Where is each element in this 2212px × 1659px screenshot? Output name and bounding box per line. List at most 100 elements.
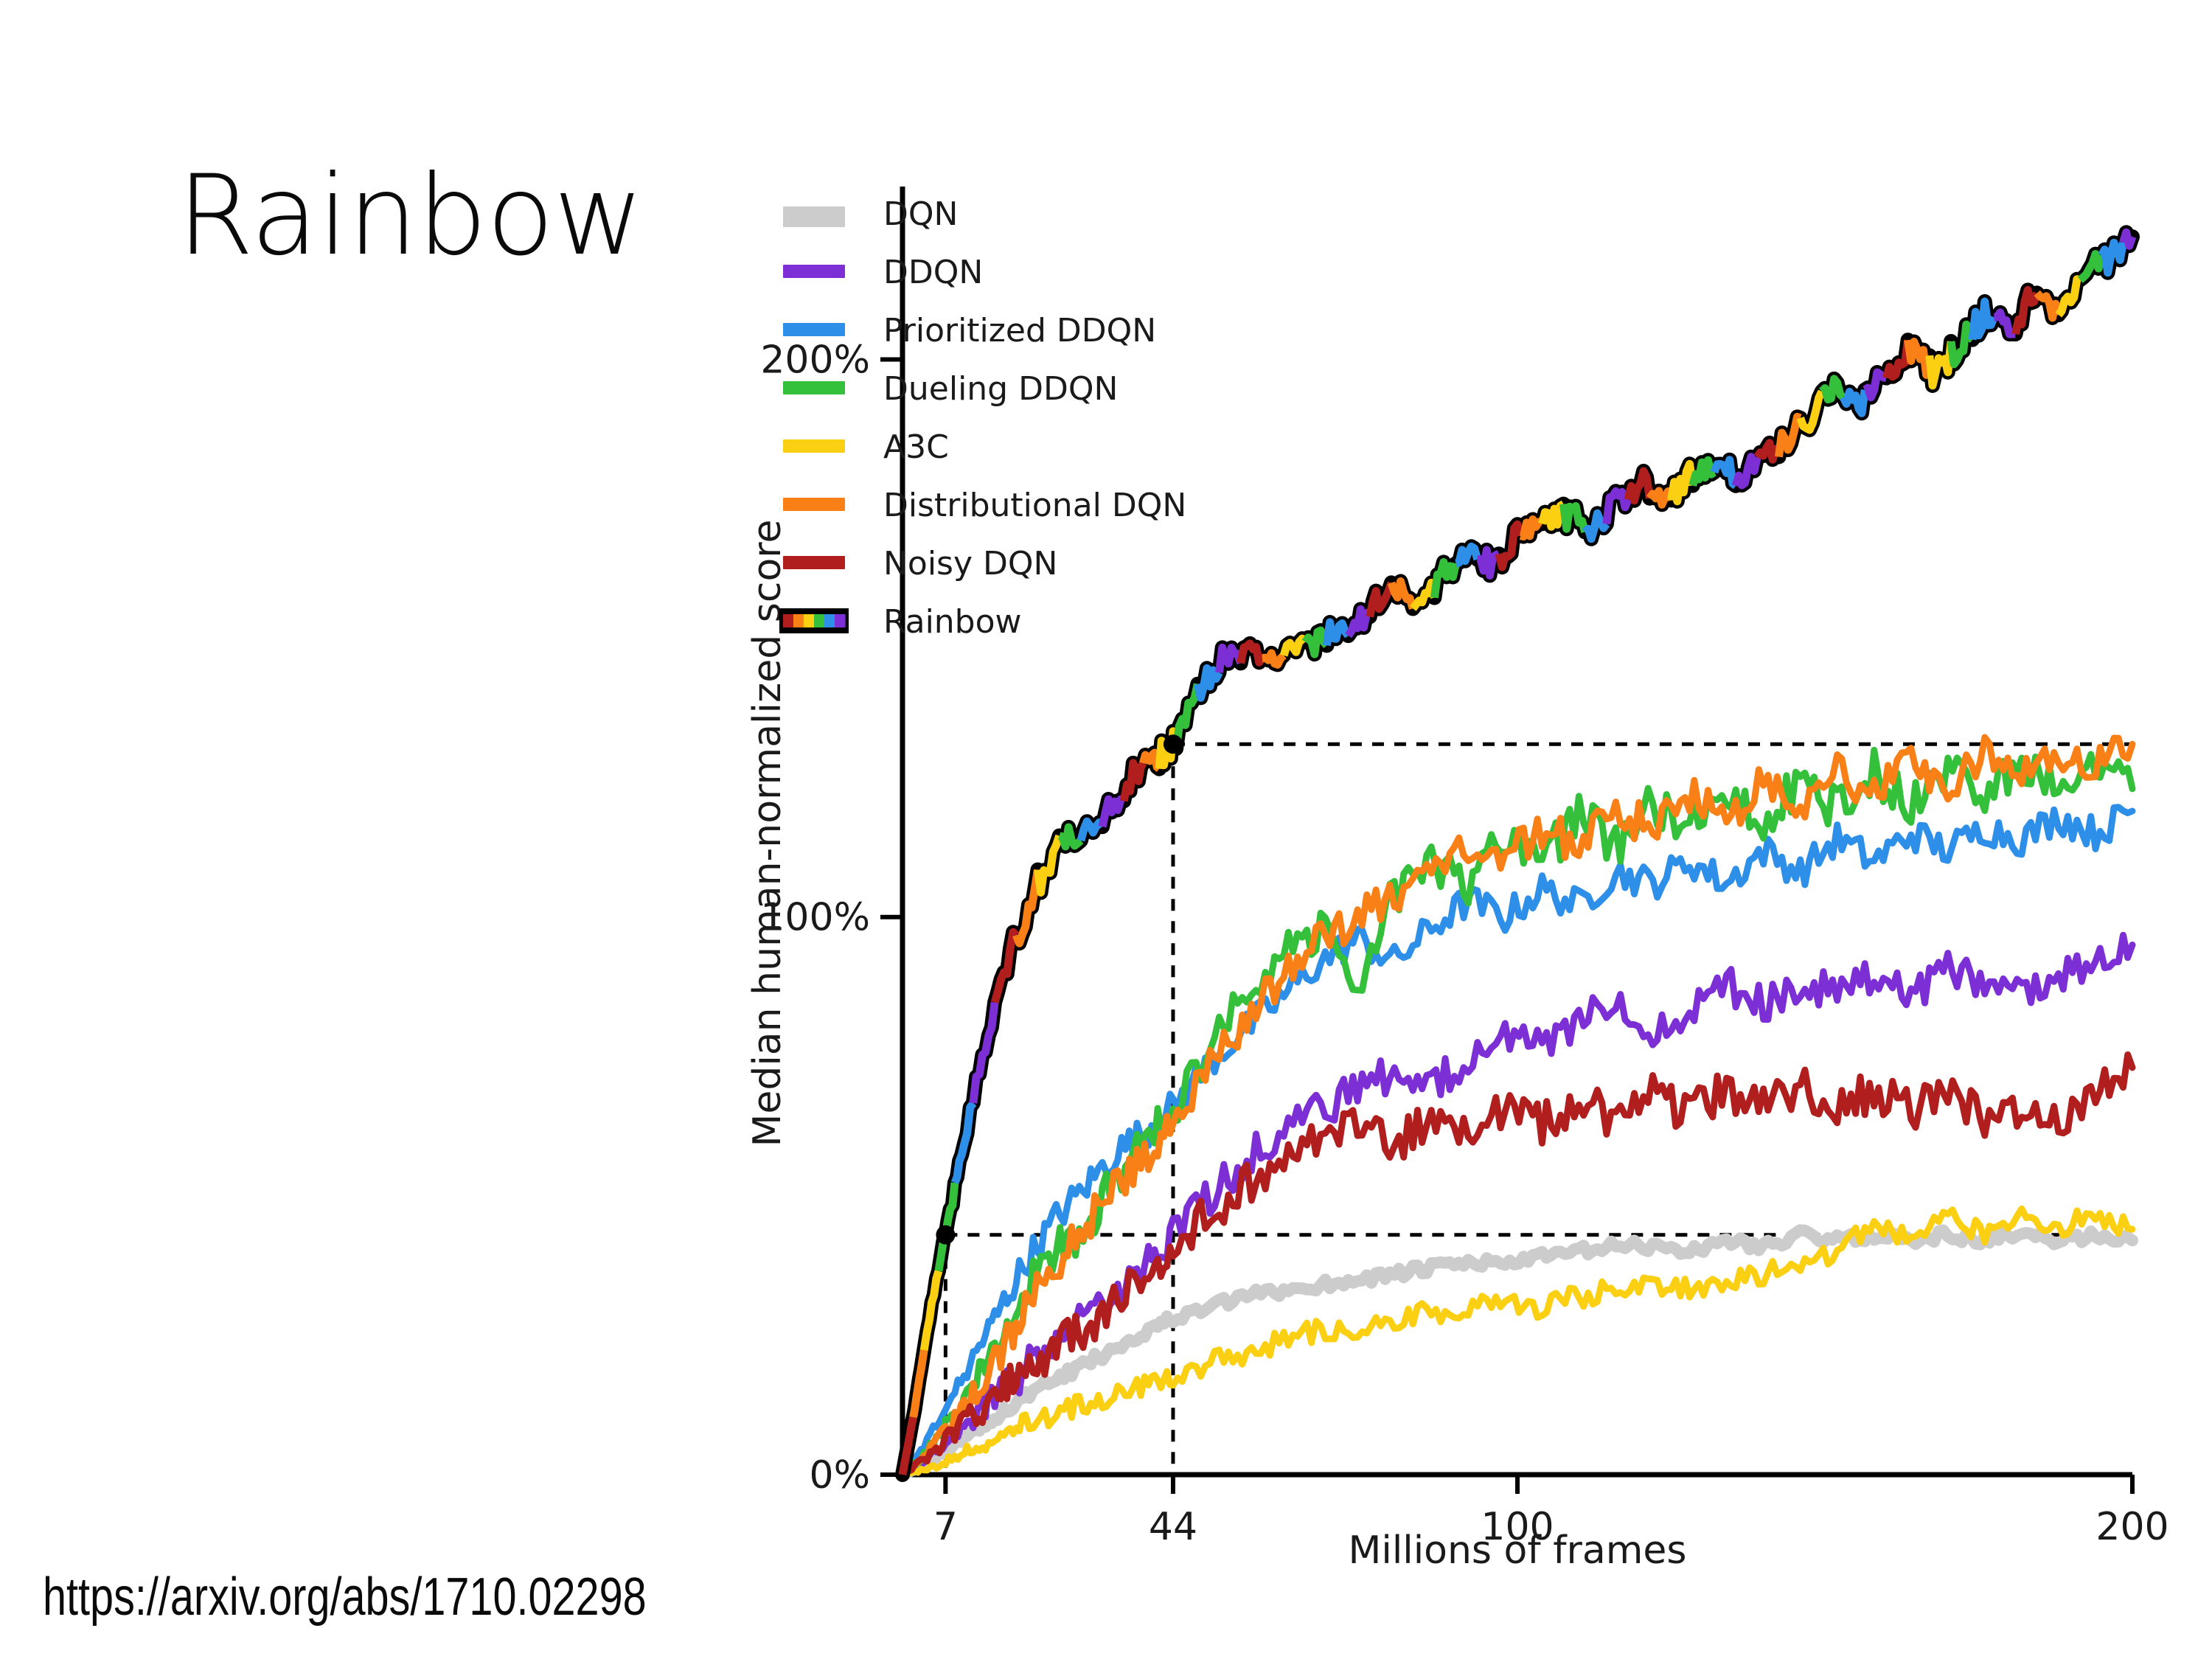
page-title: Rainbow <box>177 152 644 280</box>
y-axis-ticks: 0% 100% 200% <box>760 338 902 1498</box>
legend-swatch-rainbow-segment <box>835 614 846 627</box>
series-line-rainbow-segment <box>990 928 1020 1004</box>
series-line-rainbow-segment <box>1237 639 1266 667</box>
data-series-group <box>895 225 2140 1482</box>
series-line-rainbow-segment <box>2055 275 2081 318</box>
series-line-rainbow-segment <box>1495 520 1525 571</box>
series-line-rainbow-segment <box>1602 487 1632 525</box>
series-line-rainbow-segment <box>1624 467 1654 505</box>
legend-item[interactable]: Dueling DDQN <box>783 370 1118 408</box>
series-line-rainbow-segment <box>1646 487 1675 509</box>
legend-label: Distributional DQN <box>883 487 1186 524</box>
series-line-rainbow-segment <box>1455 542 1482 568</box>
series-line-a3c <box>899 1205 2136 1478</box>
series-line-rainbow-segment <box>1559 502 1590 533</box>
series-line-rainbow-segment <box>1993 308 2017 338</box>
series-line-rainbow-segment <box>1430 557 1460 599</box>
series-line-rainbow-segment <box>1904 338 1934 379</box>
series-line-rainbow-segment <box>1667 459 1697 506</box>
series-line-rainbow-segment <box>1710 456 1739 490</box>
series-line-rainbow-segment <box>1387 577 1417 610</box>
x-tick-label: 100 <box>1481 1505 1554 1549</box>
series-line-rainbow-segment <box>1688 456 1717 487</box>
legend-label: A3C <box>883 428 949 466</box>
legend-label: Rainbow <box>883 603 1022 641</box>
legend-label: Dueling DDQN <box>883 370 1118 408</box>
x-tick-label: 44 <box>1149 1505 1197 1549</box>
legend-item[interactable]: DQN <box>783 195 958 233</box>
legend-swatch-rainbow-segment <box>783 614 794 627</box>
legend-swatch-rainbow-segment <box>824 614 835 627</box>
legend-swatch <box>783 556 845 569</box>
y-tick-label: 200% <box>760 338 870 382</box>
series-line-rainbow-segment <box>1947 320 1975 369</box>
series-line-rainbow-segment <box>1172 683 1202 750</box>
annotation-dot <box>1163 734 1183 754</box>
series-line-rainbow-segment <box>1323 618 1352 647</box>
y-tick-label: 0% <box>810 1453 871 1498</box>
legend-swatch <box>783 323 845 336</box>
legend-item[interactable]: Prioritized DDQN <box>783 312 1156 349</box>
series-line-rainbow-segment <box>1193 664 1223 702</box>
series-line-rainbow-segment <box>1261 649 1287 669</box>
legend-item[interactable]: Rainbow <box>779 603 1022 641</box>
legend-swatch <box>783 498 845 511</box>
series-line-rainbow-segment <box>1119 759 1147 802</box>
series-line-rainbow-segment <box>2034 290 2063 322</box>
annotation-dot <box>936 1225 956 1245</box>
legend-swatch-rainbow-segment <box>804 614 815 627</box>
legend-item[interactable]: A3C <box>783 428 949 466</box>
x-tick-label: 200 <box>2096 1505 2168 1549</box>
x-tick-label: 7 <box>933 1505 958 1549</box>
series-line-rainbow-segment <box>2077 250 2106 283</box>
legend-label: Prioritized DDQN <box>883 312 1156 349</box>
series-line-rainbow-segment <box>1582 509 1610 543</box>
annotation-markers <box>936 734 1183 1245</box>
legend-swatch <box>783 265 845 278</box>
series-line-rainbow-segment <box>1882 339 1913 381</box>
legend-swatch-rainbow-segment <box>793 614 804 627</box>
legend-swatch <box>783 206 845 227</box>
legend-swatch <box>783 381 845 394</box>
rainbow-performance-chart: 0%100%200% 7 44 100 200 Millions of frames … <box>745 187 2169 1571</box>
chart-figure: 0% 100% 200% 7 44 100 200 Millions of frames … <box>737 170 2197 1571</box>
series-line-rainbow-segment <box>898 1416 917 1476</box>
series-line-dueling-ddqn <box>899 746 2136 1478</box>
legend-label: DQN <box>883 195 958 233</box>
x-axis-label: Millions of frames <box>1349 1528 1687 1571</box>
series-line-rainbow-segment <box>1818 375 1846 404</box>
legend-swatch <box>783 439 845 453</box>
x-axis-ticks: 7 44 100 200 <box>933 1475 2169 1549</box>
legend-item[interactable]: Distributional DQN <box>783 487 1186 524</box>
series-line-rainbow-segment <box>950 1100 977 1185</box>
series-line-rainbow-segment <box>1034 834 1063 897</box>
y-tick-label: 100% <box>760 896 870 940</box>
series-line-rainbow-segment <box>1796 389 1826 434</box>
series-line-rainbow-segment <box>2119 228 2137 250</box>
legend-label: Noisy DQN <box>883 545 1057 582</box>
series-line-rainbow-segment <box>1215 643 1245 673</box>
series-line-rainbow-segment <box>1098 795 1126 828</box>
series-line-dqn <box>897 1224 2138 1481</box>
series-line-rainbow-segment <box>1012 869 1042 947</box>
chart-legend: DQN DDQN Prioritized DDQN Dueling DDQN A3C Di… <box>779 195 1186 641</box>
series-line-noisy-dqn <box>899 1051 2136 1478</box>
series-line-rainbow-segment <box>919 1270 943 1352</box>
series-line-rainbow-segment <box>1279 634 1309 657</box>
source-url-text: https://arxiv.org/abs/1710.02298 <box>43 1568 647 1627</box>
series-line-rainbow-segment <box>1538 500 1566 531</box>
series-line-rainbow-segment <box>969 1001 999 1104</box>
legend-label: DDQN <box>883 254 983 291</box>
legend-item[interactable]: Noisy DQN <box>783 545 1057 582</box>
series-line-rainbow-segment <box>1925 341 1955 390</box>
series-line-rainbow-segment <box>1731 453 1761 490</box>
series-line-distributional-dqn <box>899 734 2136 1478</box>
series-line-rainbow-segment <box>2011 285 2041 335</box>
legend-item[interactable]: DDQN <box>783 254 983 291</box>
series-line-rainbow-segment <box>1968 297 1998 341</box>
series-line-rainbow-segment <box>1057 823 1084 851</box>
series-line-rainbow-segment <box>1409 578 1439 611</box>
series-line-rainbow-segment <box>2098 238 2127 277</box>
series-line-ddqn <box>899 931 2136 1478</box>
